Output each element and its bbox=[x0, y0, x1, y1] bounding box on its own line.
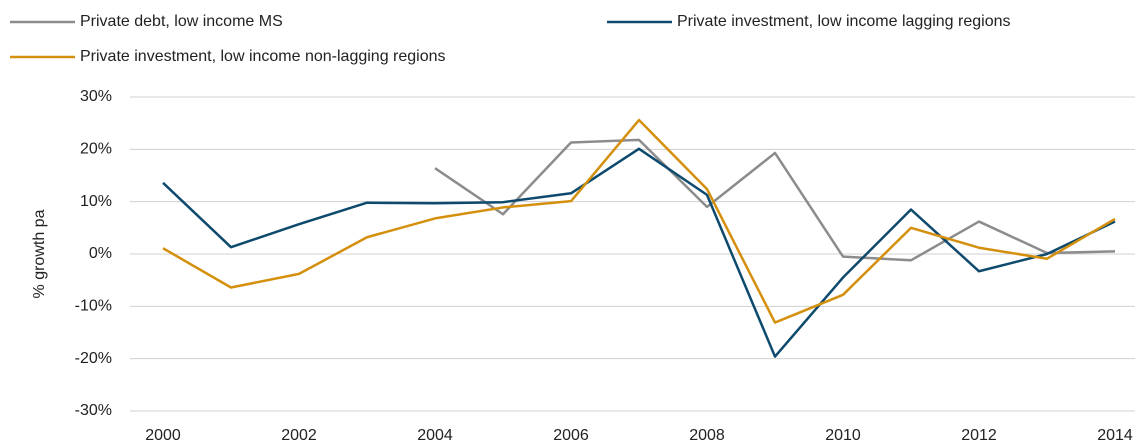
x-tick-label: 2008 bbox=[689, 427, 725, 444]
legend-label: Private investment, low income non-laggi… bbox=[80, 48, 446, 65]
legend-label: Private investment, low income lagging r… bbox=[677, 13, 1011, 30]
series-line bbox=[434, 138, 1116, 262]
y-tick-label: -10% bbox=[75, 298, 112, 315]
y-tick-label: -20% bbox=[75, 350, 112, 367]
series-line bbox=[162, 118, 1116, 324]
x-tick-label: 2004 bbox=[417, 427, 453, 444]
x-tick-label: 2000 bbox=[145, 427, 181, 444]
y-tick-label: 10% bbox=[80, 193, 112, 210]
series-line bbox=[162, 147, 1116, 358]
y-tick-label: 0% bbox=[89, 245, 112, 262]
x-tick-label: 2012 bbox=[961, 427, 997, 444]
x-tick-label: 2010 bbox=[825, 427, 861, 444]
legend-label: Private debt, low income MS bbox=[80, 13, 283, 30]
y-tick-label: -30% bbox=[75, 402, 112, 419]
y-tick-label: 30% bbox=[80, 88, 112, 105]
x-tick-label: 2014 bbox=[1097, 427, 1133, 444]
y-tick-label: 20% bbox=[80, 141, 112, 158]
y-axis-label: % growth pa bbox=[31, 209, 48, 298]
x-tick-label: 2006 bbox=[553, 427, 589, 444]
x-tick-label: 2002 bbox=[281, 427, 317, 444]
